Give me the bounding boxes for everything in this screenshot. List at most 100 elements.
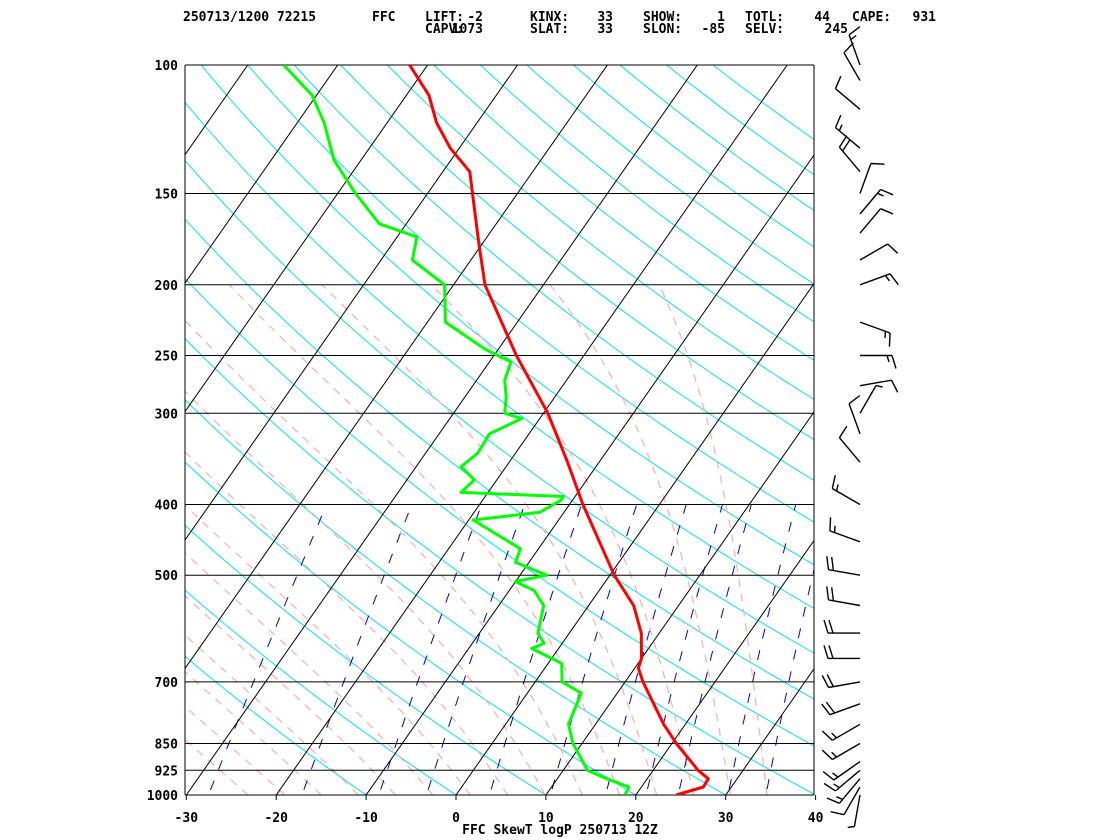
wind-barb-feather xyxy=(880,188,894,196)
temperature-tick-label: 10 xyxy=(538,811,554,826)
isotherm xyxy=(725,668,814,795)
chart-title: FFC SkewT logP 250713 12Z xyxy=(462,823,658,838)
wind-barb-staff xyxy=(853,794,861,827)
dry-adiabat xyxy=(185,655,367,795)
isotherm xyxy=(185,65,339,285)
wind-barb xyxy=(834,75,861,110)
temperature-tick-label: -20 xyxy=(264,811,288,826)
wind-barb-staff xyxy=(838,778,861,804)
header-station: FFC xyxy=(372,10,396,25)
background-lines xyxy=(185,65,814,795)
wind-barb-feather xyxy=(831,587,835,601)
header-selv-value: 245 xyxy=(824,22,848,37)
wind-barb-staff xyxy=(859,321,891,334)
wind-barb-staff xyxy=(859,208,882,234)
wind-barb-feather xyxy=(888,332,891,347)
wind-barb-feather xyxy=(821,749,833,761)
dry-adiabat xyxy=(712,65,814,141)
header-kinx-label: KINX: xyxy=(530,10,570,25)
isotherm xyxy=(365,154,814,795)
wind-barb xyxy=(831,475,861,506)
wind-barb-feather xyxy=(823,782,836,792)
wind-barb-staff xyxy=(859,379,892,387)
wind-barb xyxy=(847,794,861,829)
wind-barb xyxy=(859,384,883,414)
mixing-ratio-line xyxy=(549,504,638,795)
wind-barb xyxy=(821,723,861,741)
wind-barb-feather xyxy=(828,645,834,659)
header-slat-value: 33 xyxy=(597,22,613,37)
wind-barb-staff xyxy=(829,530,861,543)
header-line-2: CAPV: 1073 SLAT: 33 SLON: -85 SELV: 245 xyxy=(0,23,1120,37)
wind-barb-feather xyxy=(843,42,854,54)
pressure-tick-label: 925 xyxy=(155,764,178,779)
wind-barb xyxy=(826,586,861,607)
wind-barb-staff xyxy=(838,437,861,463)
dry-adiabat xyxy=(572,65,814,248)
wind-barb-feather xyxy=(828,619,834,634)
dry-adiabat xyxy=(185,589,457,795)
header-capv-label: CAPV: xyxy=(425,22,465,37)
wind-barb-feather xyxy=(826,586,830,600)
wind-barb-staff xyxy=(843,52,861,81)
header-capv-value: 1073 xyxy=(451,22,483,37)
isotherm xyxy=(275,65,788,795)
wind-barb xyxy=(821,674,861,689)
header-slat-label: SLAT: xyxy=(530,22,570,37)
mixing-ratio-line xyxy=(207,504,327,795)
dry-adiabat xyxy=(619,65,814,212)
pressure-tick-label: 200 xyxy=(155,279,179,294)
wind-barb-feather xyxy=(886,355,890,363)
dry-adiabat xyxy=(665,65,814,176)
wind-barb-staff xyxy=(848,34,861,66)
wind-barb-staff xyxy=(848,403,861,435)
header-slon-label: SLON: xyxy=(643,22,683,37)
header-totl-value: 44 xyxy=(814,10,830,25)
wind-barb xyxy=(823,645,860,660)
wind-barb-feather xyxy=(826,674,835,687)
isotherm xyxy=(635,539,814,795)
isotherm xyxy=(185,65,698,795)
header-show-value: 1 xyxy=(717,10,725,25)
isotherm xyxy=(185,65,519,541)
dry-adiabat xyxy=(479,65,814,323)
temperature-tick-labels: -30 -20 -10 0 10 20 30 40 xyxy=(175,811,824,826)
header-selv-label: SELV: xyxy=(745,22,785,37)
pressure-tick-label: 500 xyxy=(155,569,179,584)
wind-barb-feather xyxy=(829,517,832,531)
moist-adiabat xyxy=(228,284,621,795)
moist-adiabat xyxy=(658,284,768,795)
wind-barb-feather xyxy=(835,484,839,492)
plot-frame xyxy=(184,65,817,800)
moist-adiabat xyxy=(185,738,249,795)
wind-barb xyxy=(859,188,894,215)
pressure-tick-label: 150 xyxy=(155,188,179,203)
wind-barb-feather xyxy=(891,355,897,369)
dry-adiabat xyxy=(185,159,814,654)
moist-adiabat xyxy=(185,451,509,795)
temperature-tick-label: 40 xyxy=(808,811,824,826)
temperature-tick-label: -10 xyxy=(354,811,378,826)
wind-barb xyxy=(838,135,861,173)
temperature-line xyxy=(408,65,710,795)
header-show-label: SHOW: xyxy=(643,10,683,25)
isotherm xyxy=(185,65,609,670)
wind-barb-staff xyxy=(831,742,861,761)
wind-barb-feather xyxy=(890,379,899,393)
wind-barb-staff xyxy=(828,599,861,607)
mixing-ratio-line xyxy=(645,504,723,795)
wind-barb xyxy=(821,701,861,716)
wind-barb xyxy=(838,425,861,463)
wind-barb-staff xyxy=(843,786,861,816)
wind-barb xyxy=(859,162,885,194)
wind-barb-feather xyxy=(842,139,851,152)
wind-barb-staff xyxy=(831,723,861,741)
wind-barb-staff xyxy=(859,243,889,261)
wind-barb-staff xyxy=(859,189,882,215)
dry-adiabat xyxy=(185,524,547,795)
wind-barb-staff xyxy=(828,681,861,689)
dry-adiabat xyxy=(293,65,814,481)
wind-barb-feather xyxy=(831,751,838,758)
wind-barb xyxy=(859,321,891,347)
